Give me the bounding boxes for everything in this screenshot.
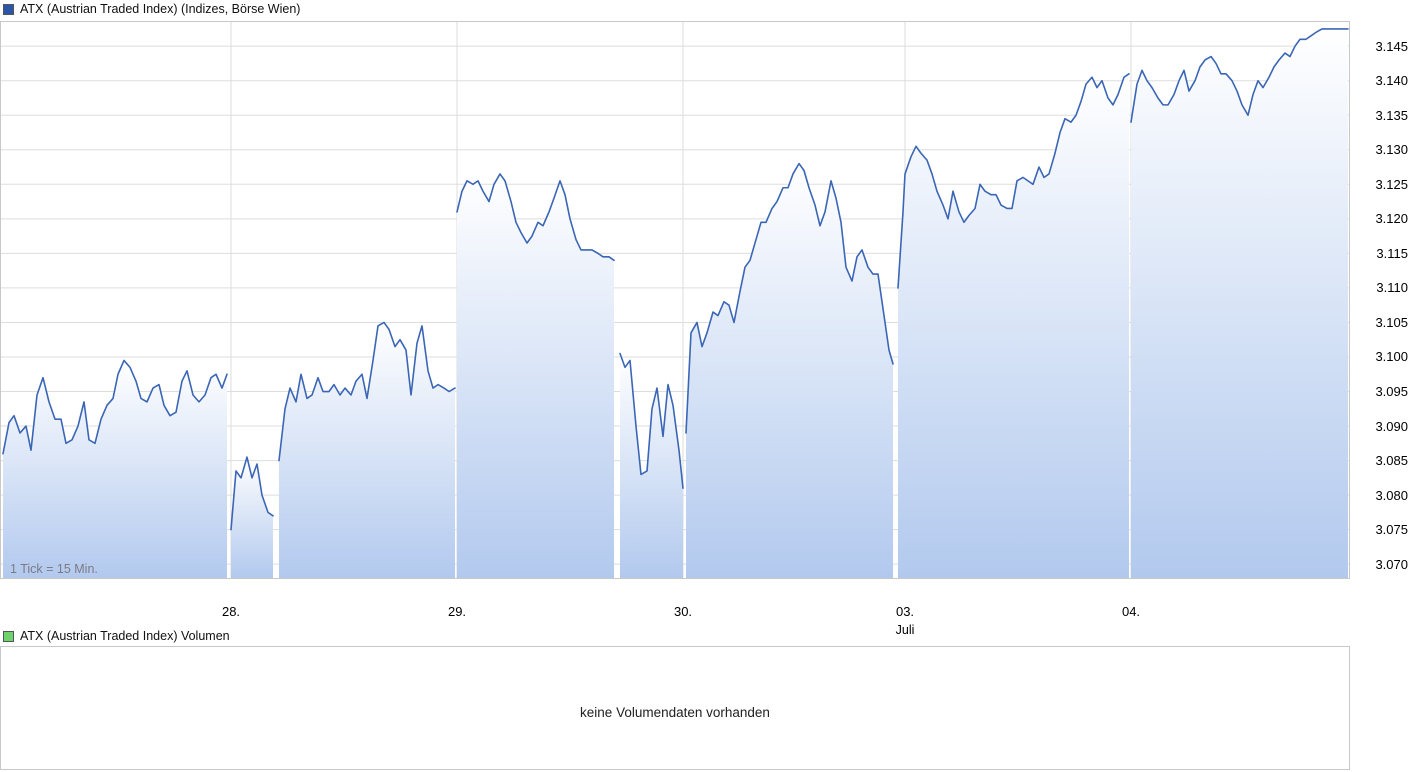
price-area-fill [3,28,1348,578]
y-axis-tick-label: 3.115 [1376,245,1408,261]
price-series-color-swatch [3,3,14,15]
x-axis-tick-label: 04. [1121,604,1141,619]
y-axis-tick-label: 3.080 [1375,487,1408,503]
y-axis-tick-label: 3.075 [1375,522,1408,538]
y-axis-labels: 3.145 3.140 3.135 3.130 3.125 3.120 3.115 3.110… [1352,21,1410,579]
price-line [2,28,1349,531]
x-axis-month-label: Juli [895,623,915,637]
y-axis-tick-label: 3.100 [1375,349,1408,365]
y-axis-tick-label: 3.145 [1375,38,1408,54]
volume-empty-message: keine Volumendaten vorhanden [580,705,770,720]
price-line-chart [1,22,1349,578]
y-axis-tick-label: 3.140 [1375,73,1408,89]
x-axis-tick-label: 28. [221,604,241,619]
tick-interval-note: 1 Tick = 15 Min. [10,562,98,576]
y-axis-tick-label: 3.105 [1375,314,1408,330]
y-axis-tick-label: 3.135 [1375,107,1408,123]
volume-chart-panel[interactable]: keine Volumendaten vorhanden [0,646,1350,770]
volume-series-color-swatch [3,630,14,642]
price-chart-panel: 1 Tick = 15 Min. 3.145 3.140 3.135 3.130 3.1… [0,21,1410,637]
y-axis-tick-label: 3.095 [1375,384,1408,399]
y-axis-tick-label: 3.130 [1375,142,1408,158]
x-axis-tick-label: 03. [895,604,915,619]
x-axis-labels: Juli 28. 29. 30. 03. 04. [0,601,1350,641]
y-axis-tick-label: 3.070 [1375,556,1408,572]
x-axis-tick-label: 30. [673,604,693,619]
price-plot-area[interactable]: 1 Tick = 15 Min. [0,21,1350,579]
y-axis-tick-label: 3.125 [1375,176,1408,192]
volume-series-label: ATX (Austrian Traded Index) Volumen [20,629,230,643]
volume-series-legend: ATX (Austrian Traded Index) Volumen [3,629,230,643]
x-axis-tick-label: 29. [447,604,467,619]
y-axis-tick-label: 3.085 [1375,453,1408,469]
y-axis-tick-label: 3.120 [1375,211,1408,227]
y-axis-tick-label: 3.110 [1376,280,1408,296]
price-series-label: ATX (Austrian Traded Index) (Indizes, Bö… [20,2,301,16]
price-series-legend: ATX (Austrian Traded Index) (Indizes, Bö… [3,2,300,16]
y-axis-tick-label: 3.090 [1375,418,1408,434]
